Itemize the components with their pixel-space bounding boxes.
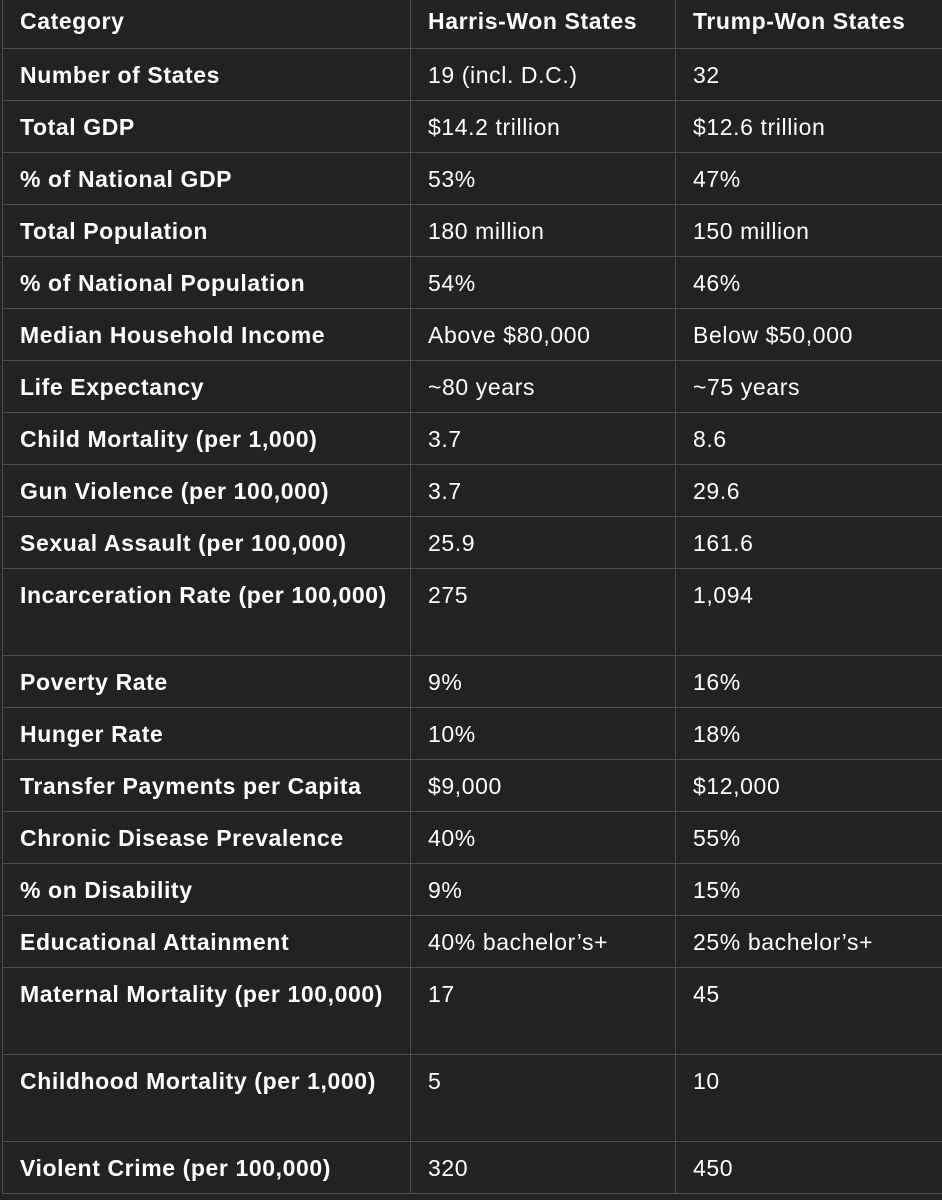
header-row: Category Harris-Won States Trump-Won Sta… [2, 0, 942, 49]
trump-value-cell: 15% [675, 862, 942, 916]
trump-value-cell: 10 [675, 1053, 942, 1142]
table-row: Poverty Rate 9% 16% [2, 654, 942, 708]
table-row: Transfer Payments per Capita $9,000 $12,00… [2, 758, 942, 812]
category-cell: Child Mortality (per 1,000) [2, 411, 411, 465]
trump-value-cell: $12,000 [675, 758, 942, 812]
harris-value-cell: 40% [410, 810, 676, 864]
category-cell: Childhood Mortality (per 1,000) [2, 1053, 411, 1142]
category-cell: Total Population [2, 203, 411, 257]
table-row: Violent Crime (per 100,000) 320 450 [2, 1140, 942, 1194]
table-row: Sexual Assault (per 100,000) 25.9 161.6 [2, 515, 942, 569]
category-cell: Maternal Mortality (per 100,000) [2, 966, 411, 1055]
category-cell: Median Household Income [2, 307, 411, 361]
harris-value-cell: ~80 years [410, 359, 676, 413]
trump-value-cell: 55% [675, 810, 942, 864]
category-cell: Chronic Disease Prevalence [2, 810, 411, 864]
table-row: Total GDP $14.2 trillion $12.6 trillion [2, 99, 942, 153]
category-cell: Number of States [2, 47, 411, 101]
harris-value-cell: 320 [410, 1140, 676, 1194]
trump-value-cell: 8.6 [675, 411, 942, 465]
category-cell: Incarceration Rate (per 100,000) [2, 567, 411, 656]
category-cell: Educational Attainment [2, 914, 411, 968]
harris-value-cell: 3.7 [410, 463, 676, 517]
table-row: Child Mortality (per 1,000) 3.7 8.6 [2, 411, 942, 465]
trump-value-cell: 25% bachelor’s+ [675, 914, 942, 968]
trump-value-cell: 161.6 [675, 515, 942, 569]
trump-value-cell: Below $50,000 [675, 307, 942, 361]
harris-value-cell: 9% [410, 654, 676, 708]
harris-value-cell: 5 [410, 1053, 676, 1142]
category-cell: % of National Population [2, 255, 411, 309]
trump-value-cell: $12.6 trillion [675, 99, 942, 153]
harris-value-cell: 19 (incl. D.C.) [410, 47, 676, 101]
trump-value-cell: ~75 years [675, 359, 942, 413]
trump-value-cell: 47% [675, 151, 942, 205]
table-row: Number of States 19 (incl. D.C.) 32 [2, 47, 942, 101]
harris-value-cell: 9% [410, 862, 676, 916]
harris-value-cell: 53% [410, 151, 676, 205]
trump-value-cell: 16% [675, 654, 942, 708]
harris-value-cell: $14.2 trillion [410, 99, 676, 153]
harris-value-cell: 10% [410, 706, 676, 760]
trump-value-cell: 32 [675, 47, 942, 101]
harris-value-cell: 40% bachelor’s+ [410, 914, 676, 968]
table-row: % on Disability 9% 15% [2, 862, 942, 916]
table-row: Chronic Disease Prevalence 40% 55% [2, 810, 942, 864]
trump-value-cell: 45 [675, 966, 942, 1055]
table-row: Incarceration Rate (per 100,000) 275 1,094 [2, 567, 942, 656]
harris-value-cell: 180 million [410, 203, 676, 257]
category-cell: % on Disability [2, 862, 411, 916]
harris-value-cell: $9,000 [410, 758, 676, 812]
harris-value-cell: 25.9 [410, 515, 676, 569]
category-cell: Gun Violence (per 100,000) [2, 463, 411, 517]
harris-value-cell: 54% [410, 255, 676, 309]
harris-value-cell: 3.7 [410, 411, 676, 465]
table-row: % of National Population 54% 46% [2, 255, 942, 309]
harris-value-cell: Above $80,000 [410, 307, 676, 361]
category-cell: Total GDP [2, 99, 411, 153]
header-cell: Category [2, 0, 411, 49]
trump-value-cell: 18% [675, 706, 942, 760]
category-cell: Life Expectancy [2, 359, 411, 413]
table-row: Maternal Mortality (per 100,000) 17 45 [2, 966, 942, 1055]
table-row: Total Population 180 million 150 million [2, 203, 942, 257]
category-cell: Transfer Payments per Capita [2, 758, 411, 812]
trump-value-cell: 29.6 [675, 463, 942, 517]
header-cell: Harris-Won States [410, 0, 676, 49]
category-cell: % of National GDP [2, 151, 411, 205]
table-row: Life Expectancy ~80 years ~75 years [2, 359, 942, 413]
header-cell: Trump-Won States [675, 0, 942, 49]
trump-value-cell: 150 million [675, 203, 942, 257]
table-row: Gun Violence (per 100,000) 3.7 29.6 [2, 463, 942, 517]
table-row: % of National GDP 53% 47% [2, 151, 942, 205]
category-cell: Sexual Assault (per 100,000) [2, 515, 411, 569]
table-row: Educational Attainment 40% bachelor’s+ 25%… [2, 914, 942, 968]
category-cell: Hunger Rate [2, 706, 411, 760]
category-cell: Poverty Rate [2, 654, 411, 708]
table-row: Hunger Rate 10% 18% [2, 706, 942, 760]
table-row: Median Household Income Above $80,000 Belo… [2, 307, 942, 361]
table-row: Childhood Mortality (per 1,000) 5 10 [2, 1053, 942, 1142]
trump-value-cell: 450 [675, 1140, 942, 1194]
trump-value-cell: 46% [675, 255, 942, 309]
trump-value-cell: 1,094 [675, 567, 942, 656]
harris-value-cell: 17 [410, 966, 676, 1055]
category-cell: Violent Crime (per 100,000) [2, 1140, 411, 1194]
harris-value-cell: 275 [410, 567, 676, 656]
